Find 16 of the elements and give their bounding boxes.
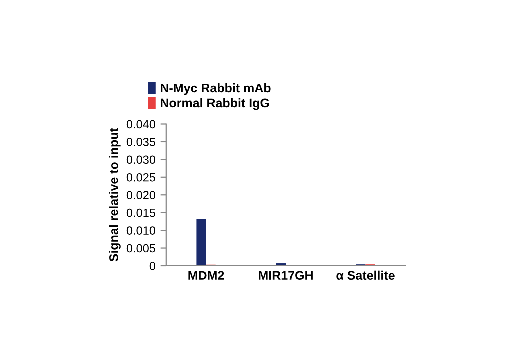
y-tick-label: 0.025 — [126, 173, 156, 182]
y-tick-label: 0.040 — [126, 120, 156, 129]
y-tick-label: 0 — [150, 262, 156, 270]
x-tick-label: MIR17GH — [259, 271, 313, 280]
legend-label: Normal Rabbit IgG — [161, 98, 270, 110]
y-tick-label: 0.030 — [126, 156, 156, 164]
y-tick-label: 0.035 — [126, 138, 156, 146]
legend-label: N-Myc Rabbit mAb — [161, 83, 271, 96]
y-tick-label: 0.005 — [126, 244, 156, 253]
y-tick-label: 0.015 — [126, 208, 156, 218]
y-axis-title: Signal relative to input — [109, 128, 121, 262]
x-tick-label: α Satellite — [336, 270, 395, 280]
x-tick-label: MDM2 — [188, 271, 224, 280]
bar — [196, 219, 206, 266]
y-tick-label: 0.020 — [126, 191, 156, 200]
y-tick-label: 0.010 — [126, 226, 156, 235]
